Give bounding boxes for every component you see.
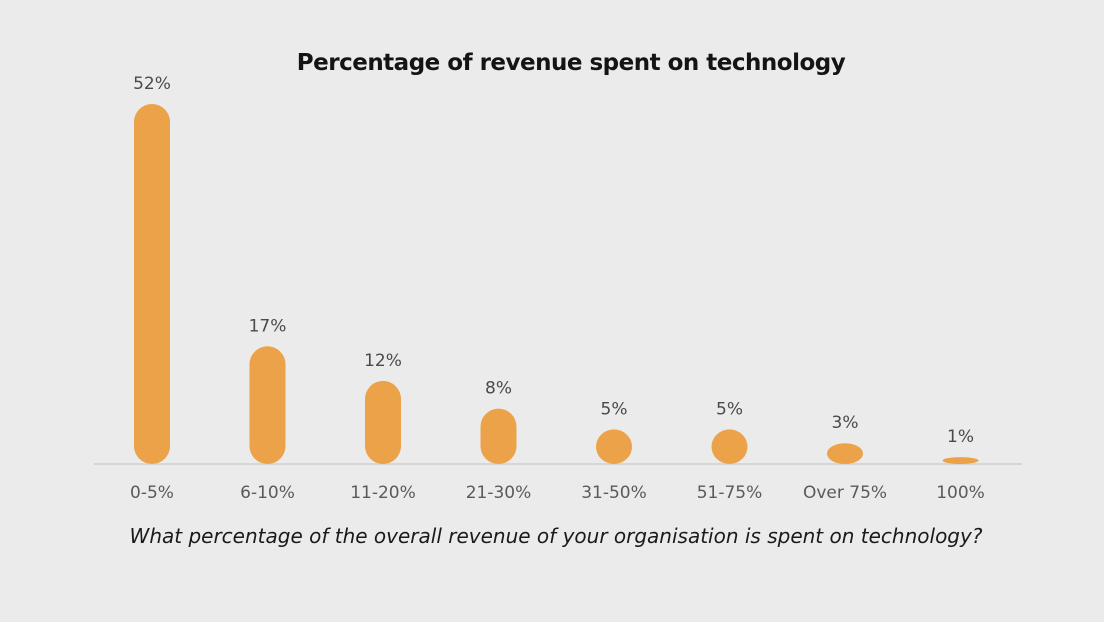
x-axis-label: What percentage of the overall revenue o… xyxy=(130,524,983,548)
value-label: 17% xyxy=(249,316,287,336)
category-label: 31-50% xyxy=(581,483,647,503)
category-label: 51-75% xyxy=(697,483,763,503)
chart-title: Percentage of revenue spent on technolog… xyxy=(297,50,846,76)
value-labels-group: 52% 17% 12% 8% 5% 5% 3% 1% xyxy=(133,74,974,447)
category-label: 21-30% xyxy=(466,483,532,503)
value-label: 3% xyxy=(832,413,859,433)
bar xyxy=(942,457,979,464)
bar xyxy=(480,408,517,464)
bar xyxy=(711,429,748,464)
value-label: 1% xyxy=(947,427,974,447)
category-label: 100% xyxy=(936,483,985,503)
bar xyxy=(827,443,863,464)
bars-group xyxy=(134,104,979,464)
bar xyxy=(134,104,170,464)
category-label: 0-5% xyxy=(130,483,174,503)
bar xyxy=(365,380,401,464)
value-label: 5% xyxy=(601,399,628,419)
category-label: Over 75% xyxy=(803,483,887,503)
bar xyxy=(596,429,632,464)
value-label: 52% xyxy=(133,74,171,94)
category-label: 11-20% xyxy=(350,483,416,503)
category-label: 6-10% xyxy=(240,483,295,503)
value-label: 5% xyxy=(716,399,743,419)
bar xyxy=(249,346,286,464)
value-label: 8% xyxy=(485,379,512,399)
category-labels-group: 0-5% 6-10% 11-20% 21-30% 31-50% 51-75% Over 75… xyxy=(130,483,985,503)
value-label: 12% xyxy=(364,351,402,371)
